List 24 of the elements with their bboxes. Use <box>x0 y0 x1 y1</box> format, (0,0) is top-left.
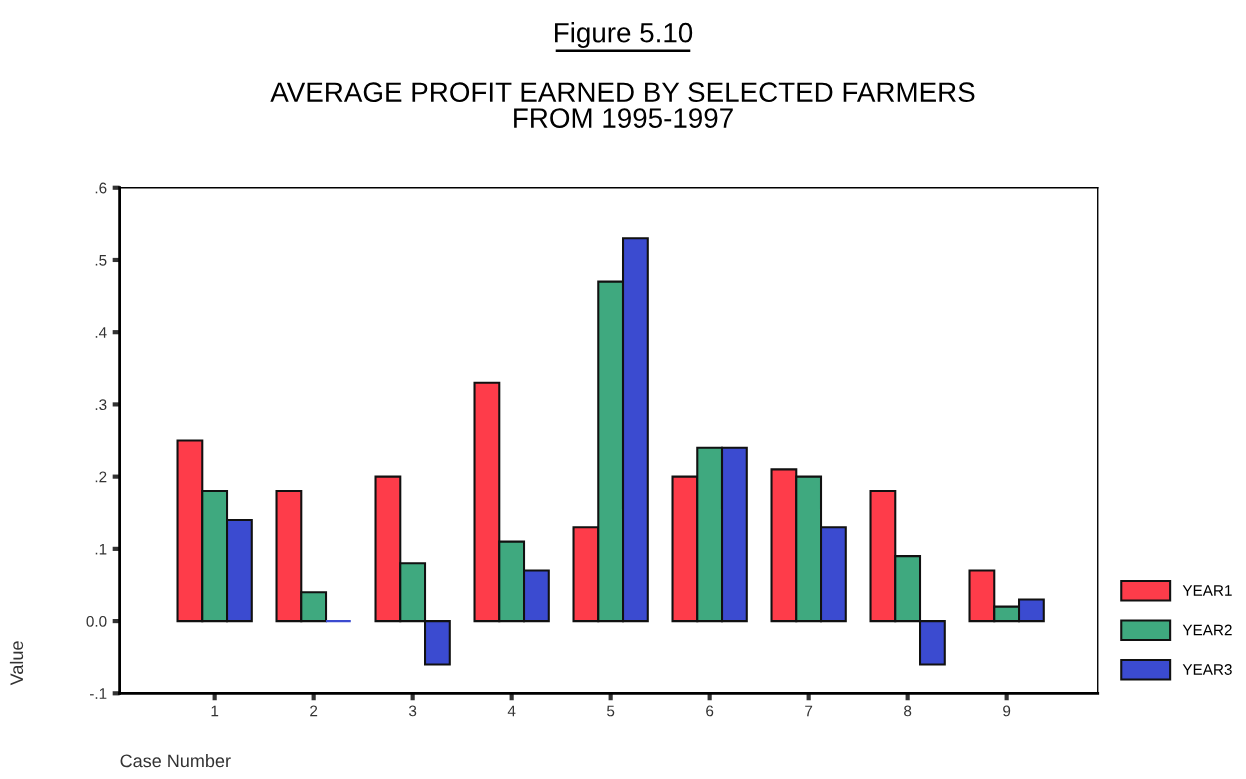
legend-label: YEAR3 <box>1182 664 1232 675</box>
y-tick-label: .5 <box>95 254 107 266</box>
legend-label: YEAR1 <box>1182 585 1232 596</box>
y-axis-title: Value <box>9 641 24 686</box>
x-tick-label: 3 <box>408 705 417 717</box>
y-tick-label: -.1 <box>89 688 107 699</box>
x-axis-title: Case Number <box>120 753 231 768</box>
y-tick-label: .2 <box>95 471 107 483</box>
x-tick-label: 7 <box>805 705 813 717</box>
chart-subtitle: AVERAGE PROFIT EARNED BY SELECTED FARMERS FROM 1995-1997 <box>270 82 975 128</box>
y-tick-label: .3 <box>95 399 107 411</box>
x-tick-label: 2 <box>310 705 318 717</box>
y-tick-label: .6 <box>95 182 107 194</box>
y-tick-label: .4 <box>95 327 107 338</box>
x-tick-label: 9 <box>1003 705 1011 717</box>
x-tick-label: 5 <box>607 705 615 717</box>
x-tick-label: 6 <box>706 705 714 717</box>
legend-label: YEAR2 <box>1182 624 1232 636</box>
y-tick-label: .1 <box>95 543 107 555</box>
x-tick-label: 8 <box>904 705 912 717</box>
y-tick-label: 0.0 <box>86 615 107 627</box>
chart-title: Figure 5.10 <box>555 22 693 48</box>
x-tick-label: 4 <box>507 705 516 717</box>
x-tick-label: 1 <box>211 705 219 717</box>
